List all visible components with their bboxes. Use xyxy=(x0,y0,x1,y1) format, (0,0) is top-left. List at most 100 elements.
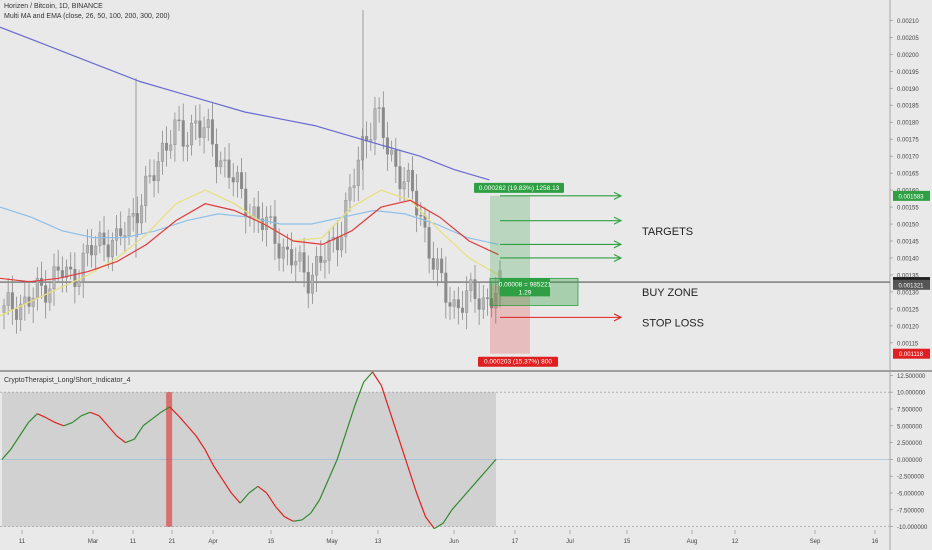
stop-label: 0.000203 (15.37%) 800 xyxy=(484,359,552,366)
indicator-segment xyxy=(213,465,224,480)
signal-bar xyxy=(166,392,173,527)
candle-body xyxy=(140,205,144,224)
indicator-tick-label: -10.000000 xyxy=(897,525,928,531)
candle-body xyxy=(77,281,81,287)
target-zone xyxy=(490,195,530,285)
price-tick-label: 0.00170 xyxy=(897,155,919,161)
indicator-title: CryptoTherapist_Long/Short_Indicator_4 xyxy=(4,377,131,384)
price-tick-label: 0.00175 xyxy=(897,138,919,144)
candle-body xyxy=(348,187,352,201)
candle-body xyxy=(352,185,356,188)
price-tag-bg xyxy=(893,190,930,201)
indicator-segment xyxy=(54,421,64,427)
ma-line xyxy=(0,189,499,317)
price-tag: 0.001118 xyxy=(899,352,924,358)
time-tick-label: 12 xyxy=(732,539,739,545)
indicator-segment xyxy=(177,415,188,427)
indicator-segment xyxy=(275,506,285,517)
price-tick-label: 0.00200 xyxy=(897,53,919,59)
candle-body xyxy=(431,258,435,270)
indicator-segment xyxy=(28,413,38,423)
candle-body xyxy=(306,272,310,294)
price-tick-label: 0.00135 xyxy=(897,273,919,279)
indicator-segment xyxy=(90,411,100,417)
candle-body xyxy=(52,266,56,290)
price-tag-bg xyxy=(893,348,930,359)
trade-box[interactable]: 0.000262 (19.83%) 1258.13 0.000203 (15.37… xyxy=(474,182,579,367)
indicator-segment xyxy=(451,499,462,511)
price-tick-label: 0.00190 xyxy=(897,87,919,93)
candle-body xyxy=(119,228,123,237)
candle-body xyxy=(194,120,198,124)
indicator-segment xyxy=(19,422,29,437)
candle-body xyxy=(373,108,377,140)
candle-body xyxy=(98,232,102,247)
price-tick-label: 0.00165 xyxy=(897,172,919,178)
indicator-segment xyxy=(222,479,232,494)
symbol-title: Horizen / Bitcoin, 1D, BINANCE xyxy=(4,3,103,10)
candle-body xyxy=(202,127,206,138)
price-tick-label: 0.00195 xyxy=(897,70,919,76)
candle-body xyxy=(48,288,52,303)
candle-body xyxy=(390,149,394,155)
price-tick-label: 0.00145 xyxy=(897,240,919,246)
indicator-tick-label: 7.500000 xyxy=(897,407,923,413)
indicator-segment xyxy=(442,509,453,524)
price-tick-label: 0.00115 xyxy=(897,341,919,347)
indicator-segment xyxy=(116,435,126,444)
indicator-tick-label: 12.500000 xyxy=(897,374,926,380)
candle-body xyxy=(427,227,431,259)
candle-body xyxy=(290,249,294,266)
target-label-bg xyxy=(474,182,564,193)
indicator-title: Multi MA and EMA (close, 26, 50, 100, 20… xyxy=(4,13,170,20)
candle-body xyxy=(123,235,127,237)
candle-body xyxy=(185,144,189,147)
indicator-segment xyxy=(204,449,215,467)
indicator-segment xyxy=(37,413,47,419)
price-axis[interactable]: 0.00210 0.00205 0.00200 0.00195 0.00190 0.001… xyxy=(890,19,930,531)
price-tick-label: 0.00210 xyxy=(897,19,919,25)
candle-body xyxy=(85,245,89,254)
candle-body xyxy=(315,256,319,276)
indicator-segment xyxy=(310,499,321,514)
indicator-segment xyxy=(336,432,347,460)
candle-body xyxy=(152,175,156,182)
candle-body xyxy=(381,107,385,138)
candle-body xyxy=(60,270,64,278)
ma-line xyxy=(0,199,499,283)
candle-body xyxy=(206,119,210,128)
candle-body xyxy=(110,240,114,258)
indicator-segment xyxy=(72,415,82,423)
price-tick-label: 0.00155 xyxy=(897,206,919,212)
candle-body xyxy=(40,277,44,286)
candle-body xyxy=(231,177,235,183)
arrow-head xyxy=(613,313,623,322)
indicator-segment xyxy=(45,417,56,423)
price-tag: 0.001321 xyxy=(898,283,924,289)
indicator-tick-label: -2.500000 xyxy=(897,475,925,481)
candle-body xyxy=(465,290,469,313)
candle-body xyxy=(294,261,298,266)
indicator-tick-label: 0.000000 xyxy=(897,458,923,464)
candle-body xyxy=(394,149,398,167)
candle-body xyxy=(23,296,27,305)
indicator-segment xyxy=(380,385,391,413)
indicator-segment xyxy=(160,406,170,413)
time-tick-label: Aug xyxy=(687,539,698,545)
candle-body xyxy=(477,298,481,310)
candle-body xyxy=(198,120,202,138)
time-tick-label: 21 xyxy=(169,539,176,545)
candle-body xyxy=(10,292,14,310)
candle-body xyxy=(319,256,323,263)
time-tick-label: Apr xyxy=(208,539,217,545)
candle-body xyxy=(127,215,131,236)
indicator-segment xyxy=(133,425,144,440)
time-axis[interactable]: 11 Mar 11 21 Apr 15 May 13 Jun 17 Jul 15 Aug 12 Sep 16 xyxy=(19,530,879,545)
candle-body xyxy=(281,246,285,259)
candle-body xyxy=(473,279,477,299)
candle-body xyxy=(19,303,23,320)
candle-body xyxy=(102,232,106,245)
candle-body xyxy=(360,136,364,161)
candle-body xyxy=(131,213,135,217)
candle-body xyxy=(469,279,473,291)
